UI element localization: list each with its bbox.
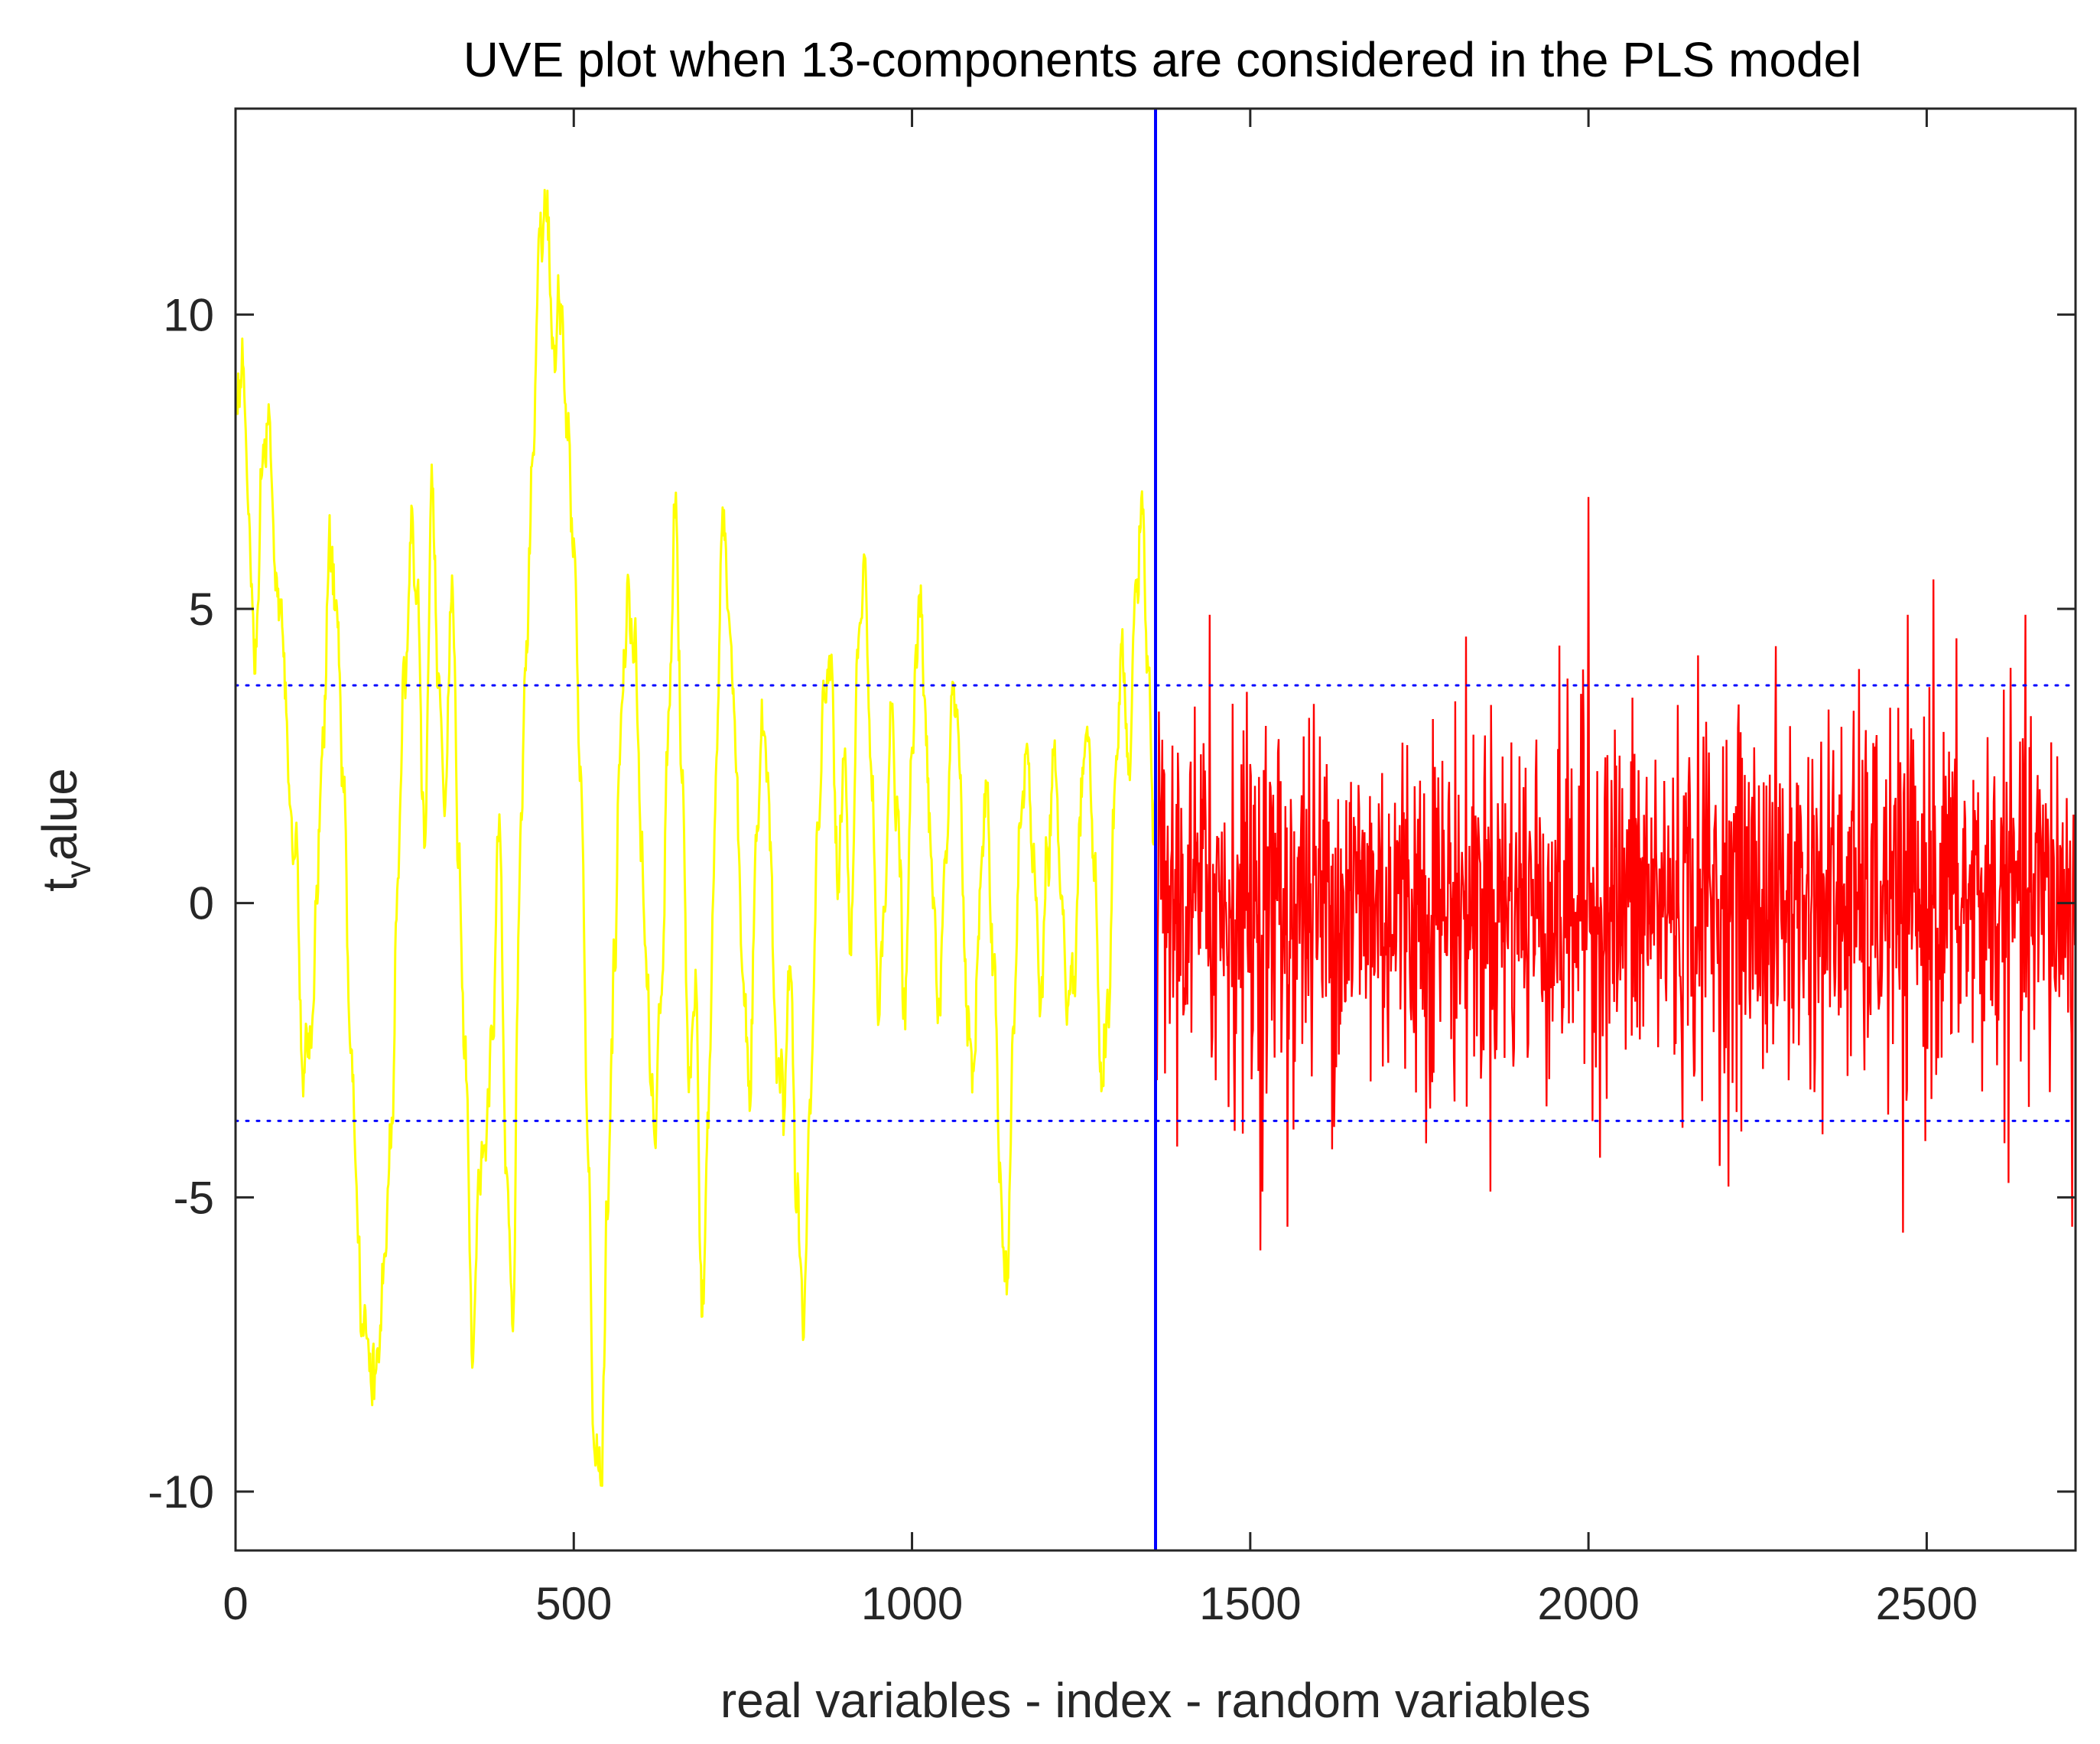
chart-title: UVE plot when 13-components are consider… bbox=[463, 32, 1862, 87]
x-tick-label: 0 bbox=[223, 1578, 248, 1629]
y-tick-label: 0 bbox=[189, 878, 214, 929]
y-tick-label: 5 bbox=[189, 584, 214, 635]
x-tick-label: 2500 bbox=[1876, 1578, 1978, 1629]
reference-lines bbox=[236, 109, 2076, 1550]
y-tick-label: -10 bbox=[148, 1466, 214, 1518]
x-tick-label: 500 bbox=[535, 1578, 612, 1629]
series-line-real-variables bbox=[236, 188, 1157, 1487]
series-layer bbox=[236, 188, 2076, 1487]
x-tick-label: 2000 bbox=[1537, 1578, 1639, 1629]
svg-text:tvalue: tvalue bbox=[32, 768, 98, 892]
y-axis-label-subscript: v bbox=[58, 861, 98, 878]
x-tick-label: 1500 bbox=[1199, 1578, 1301, 1629]
plot-area: 0 500 1000 1500 2000 2500 -10 -5 0 5 10 bbox=[148, 107, 2077, 1629]
tick-layer: 0 500 1000 1500 2000 2500 -10 -5 0 5 10 bbox=[148, 109, 2076, 1629]
y-axis-label-base: t bbox=[32, 878, 87, 892]
y-tick-label: 10 bbox=[163, 289, 214, 340]
y-tick-label: -5 bbox=[174, 1172, 214, 1223]
series-line-random-variables bbox=[1155, 496, 2076, 1251]
x-tick-label: 1000 bbox=[861, 1578, 963, 1629]
y-axis-label-rest: alue bbox=[32, 768, 87, 861]
x-axis-label: real variables - index - random variable… bbox=[720, 1673, 1591, 1728]
axes-box bbox=[234, 107, 2077, 1552]
y-axis-label: tvalue bbox=[32, 768, 98, 892]
